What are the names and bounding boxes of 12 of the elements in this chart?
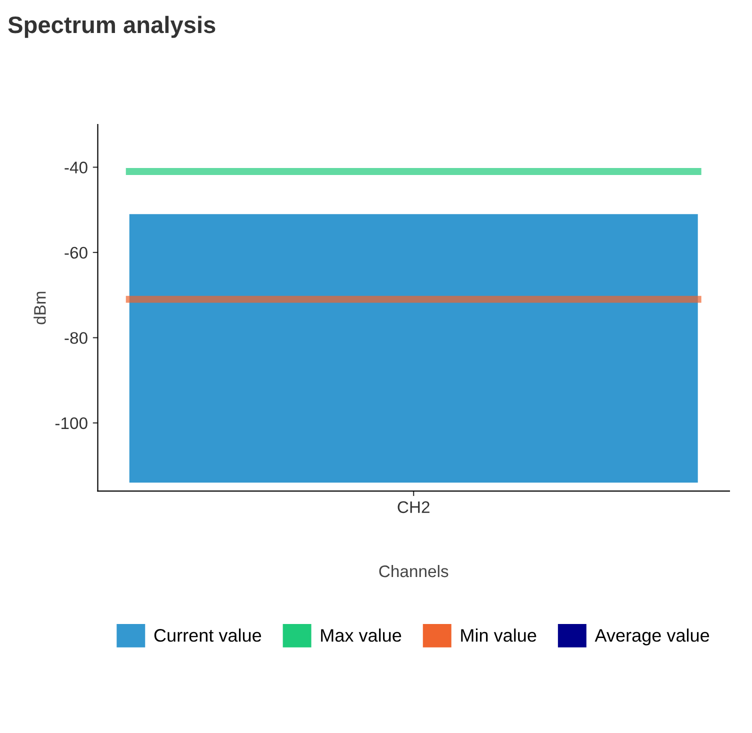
y-tick-label: -100 — [55, 417, 88, 430]
chart-title: Spectrum analysis — [8, 16, 216, 38]
y-tick-label: -80 — [64, 332, 88, 344]
legend-label: Max value — [321, 628, 402, 642]
legend-label: Min value — [461, 628, 536, 642]
legend-label: Current value — [154, 628, 262, 642]
y-tick-label: -60 — [64, 246, 88, 259]
y-axis-title: dBm — [34, 292, 46, 324]
x-axis-title: Channels — [379, 564, 448, 578]
x-tick-label: CH2 — [398, 501, 430, 514]
y-tick-label: -40 — [64, 162, 88, 174]
legend-label: Average value — [594, 628, 710, 646]
